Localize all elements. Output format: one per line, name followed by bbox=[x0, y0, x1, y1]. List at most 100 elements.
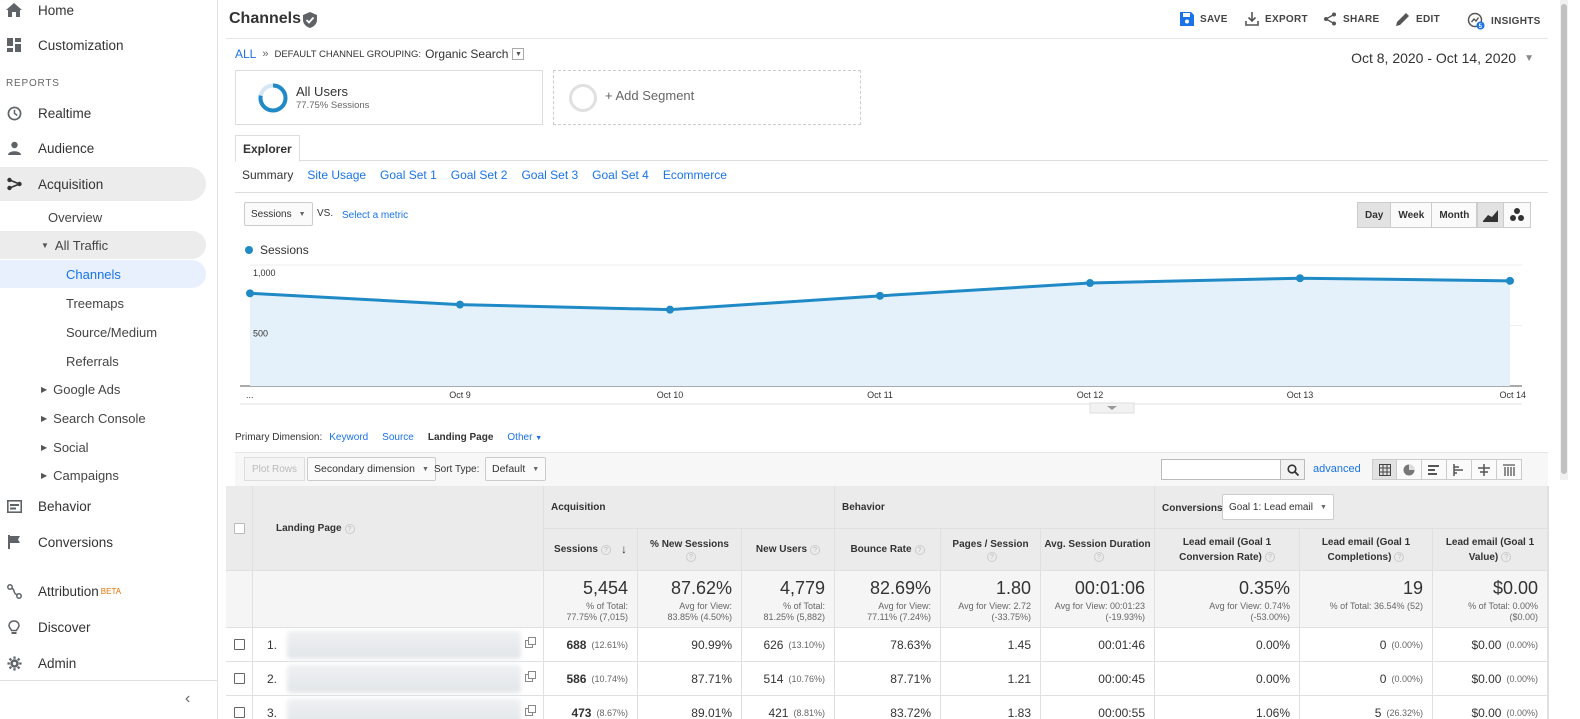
comparison-view-button[interactable] bbox=[1447, 459, 1472, 480]
insights-icon: 5 bbox=[1467, 12, 1485, 30]
tab-explorer[interactable]: Explorer bbox=[235, 135, 300, 162]
breadcrumb-all-link[interactable]: ALL bbox=[235, 47, 257, 61]
day-button[interactable]: Day bbox=[1357, 202, 1392, 228]
completions-column-header[interactable]: Lead email (Goal 1 Completions)? bbox=[1300, 529, 1433, 571]
sessions-point-3[interactable] bbox=[876, 291, 884, 300]
collapse-sidebar-icon[interactable]: ‹ bbox=[185, 690, 191, 707]
caret-right-icon: ▶ bbox=[41, 384, 48, 394]
sessions-point-4[interactable] bbox=[1086, 279, 1094, 288]
dimension-landing-page[interactable]: Landing Page bbox=[427, 432, 494, 443]
week-button[interactable]: Week bbox=[1391, 202, 1433, 228]
insights-button[interactable]: 5 INSIGHTS bbox=[1467, 12, 1541, 30]
nav-overview[interactable]: Overview bbox=[0, 203, 206, 231]
new-sessions-column-header[interactable]: % New Sessions? bbox=[638, 529, 742, 571]
row-index: 2. bbox=[267, 672, 278, 686]
pages-session-column-header[interactable]: Pages / Session? bbox=[941, 529, 1041, 571]
breadcrumb-value: Organic Search bbox=[425, 47, 509, 61]
nav-customization[interactable]: Customization bbox=[0, 28, 206, 62]
new-users-column-header[interactable]: New Users? bbox=[742, 529, 835, 571]
row-checkbox[interactable] bbox=[234, 707, 245, 718]
nav-all-traffic[interactable]: ▼ All Traffic bbox=[0, 231, 206, 259]
subtab-summary[interactable]: Summary bbox=[242, 168, 294, 182]
subtab-goal-set-1[interactable]: Goal Set 1 bbox=[380, 168, 437, 182]
sessions-point-5[interactable] bbox=[1296, 274, 1304, 283]
nav-audience[interactable]: Audience bbox=[0, 131, 206, 165]
nav-discover[interactable]: Discover bbox=[0, 610, 206, 644]
nav-attribution[interactable]: Attribution BETA bbox=[0, 574, 206, 608]
nav-admin[interactable]: Admin bbox=[0, 646, 206, 680]
metric-dropdown[interactable]: Sessions ▼ bbox=[244, 202, 313, 226]
breadcrumb-dropdown-icon[interactable]: ▼ bbox=[512, 48, 525, 60]
plot-rows-button[interactable]: Plot Rows bbox=[244, 457, 306, 481]
landing-page-header[interactable]: Landing Page? bbox=[253, 486, 544, 571]
sessions-point-6[interactable] bbox=[1506, 276, 1514, 285]
pivot-view-button[interactable] bbox=[1497, 459, 1522, 480]
scrollbar-thumb[interactable] bbox=[1561, 4, 1567, 474]
open-page-icon[interactable] bbox=[525, 637, 536, 648]
nav-referrals[interactable]: Referrals bbox=[0, 347, 206, 375]
open-page-icon[interactable] bbox=[525, 705, 536, 716]
percentage-view-button[interactable] bbox=[1397, 459, 1422, 480]
landing-page-url-redacted[interactable] bbox=[287, 631, 521, 659]
nav-search-console[interactable]: ▶ Search Console bbox=[0, 404, 206, 432]
advanced-filter-link[interactable]: advanced bbox=[1313, 463, 1361, 475]
nav-conversions[interactable]: Conversions bbox=[0, 525, 206, 559]
table-search-input[interactable] bbox=[1161, 459, 1281, 480]
nav-behavior[interactable]: Behavior bbox=[0, 489, 206, 523]
landing-page-url-redacted[interactable] bbox=[287, 665, 521, 693]
landing-page-url-redacted[interactable] bbox=[287, 699, 521, 719]
segment-all-users[interactable]: All Users 77.75% Sessions bbox=[235, 70, 543, 125]
sessions-point-1[interactable] bbox=[456, 300, 464, 309]
sessions-point-0[interactable] bbox=[246, 289, 254, 298]
edit-button[interactable]: EDIT bbox=[1396, 12, 1440, 26]
nav-home[interactable]: Home bbox=[0, 0, 206, 27]
row-new-users-pct: (8.81%) bbox=[793, 707, 825, 718]
subtab-ecommerce[interactable]: Ecommerce bbox=[662, 168, 727, 182]
dimension-source[interactable]: Source bbox=[382, 432, 414, 443]
select-all-checkbox[interactable] bbox=[234, 523, 245, 534]
nav-treemaps[interactable]: Treemaps bbox=[0, 289, 206, 317]
open-page-icon[interactable] bbox=[525, 671, 536, 682]
nav-google-ads[interactable]: ▶ Google Ads bbox=[0, 375, 206, 403]
motion-chart-button[interactable] bbox=[1504, 202, 1531, 228]
subtab-goal-set-4[interactable]: Goal Set 4 bbox=[592, 168, 649, 182]
table-toolbar bbox=[235, 452, 1548, 486]
export-button[interactable]: EXPORT bbox=[1245, 12, 1308, 26]
total-pages-session-cell: 1.80 Avg for View: 2.72 (-33.75%) bbox=[941, 571, 1041, 628]
bounce-rate-column-header[interactable]: Bounce Rate? bbox=[835, 529, 941, 571]
save-button[interactable]: SAVE bbox=[1180, 12, 1228, 26]
add-segment-button[interactable]: + Add Segment bbox=[553, 70, 861, 125]
subtab-site-usage[interactable]: Site Usage bbox=[307, 168, 367, 182]
nav-acquisition[interactable]: Acquisition bbox=[0, 167, 206, 201]
nav-social[interactable]: ▶ Social bbox=[0, 433, 206, 461]
row-checkbox[interactable] bbox=[234, 673, 245, 684]
conversion-rate-column-header[interactable]: Lead email (Goal 1 Conversion Rate)? bbox=[1155, 529, 1300, 571]
sessions-point-2[interactable] bbox=[666, 305, 674, 314]
performance-view-button[interactable] bbox=[1422, 459, 1447, 480]
data-view-button[interactable] bbox=[1372, 459, 1397, 480]
dimension-other[interactable]: Other ▼ bbox=[507, 432, 542, 443]
nav-source-medium[interactable]: Source/Medium bbox=[0, 318, 206, 346]
share-label: SHARE bbox=[1343, 13, 1380, 25]
sort-type-dropdown[interactable]: Default ▼ bbox=[485, 457, 547, 481]
month-button[interactable]: Month bbox=[1432, 202, 1478, 228]
row-checkbox[interactable] bbox=[234, 639, 245, 650]
goal-select-dropdown[interactable]: Goal 1: Lead email ▼ bbox=[1222, 494, 1334, 520]
date-range-picker[interactable]: Oct 8, 2020 - Oct 14, 2020 ▼ bbox=[1351, 50, 1534, 66]
avg-duration-column-header[interactable]: Avg. Session Duration? bbox=[1041, 529, 1155, 571]
subtab-goal-set-2[interactable]: Goal Set 2 bbox=[450, 168, 508, 182]
term-cloud-view-button[interactable] bbox=[1472, 459, 1497, 480]
search-button[interactable] bbox=[1281, 459, 1305, 480]
dimension-keyword[interactable]: Keyword bbox=[329, 432, 369, 443]
subtab-goal-set-3[interactable]: Goal Set 3 bbox=[521, 168, 579, 182]
nav-campaigns[interactable]: ▶ Campaigns bbox=[0, 461, 206, 489]
nav-realtime[interactable]: Realtime bbox=[0, 96, 206, 130]
x-tick-label: Oct 12 bbox=[1077, 390, 1104, 400]
select-metric-link[interactable]: Select a metric bbox=[342, 210, 409, 221]
secondary-dimension-dropdown[interactable]: Secondary dimension ▼ bbox=[307, 457, 436, 481]
sessions-column-header[interactable]: Sessions? ↓ bbox=[544, 529, 638, 571]
line-chart-button[interactable] bbox=[1477, 202, 1504, 228]
share-button[interactable]: SHARE bbox=[1323, 12, 1380, 26]
value-column-header[interactable]: Lead email (Goal 1 Value)? bbox=[1433, 529, 1548, 571]
nav-channels[interactable]: Channels bbox=[0, 260, 206, 288]
